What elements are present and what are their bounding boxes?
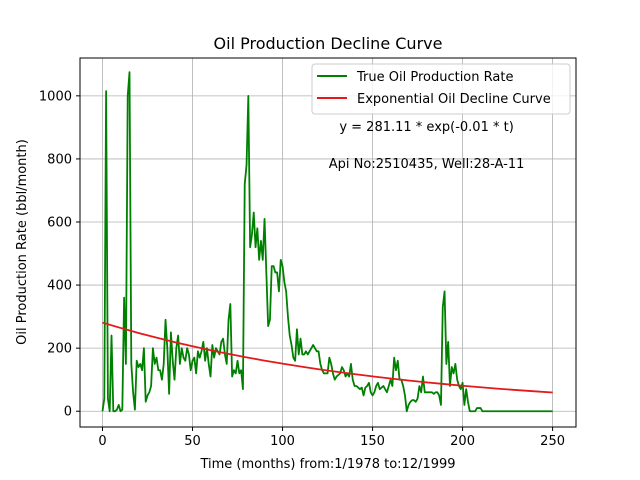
equation-annotation: y = 281.11 * exp(-0.01 * t) <box>339 120 513 135</box>
x-tick-label: 100 <box>270 434 295 449</box>
y-tick-label: 0 <box>64 405 72 420</box>
series-layer <box>101 71 553 413</box>
x-tick-label: 50 <box>184 434 201 449</box>
true-oil-production-rate-line <box>101 71 553 413</box>
legend-label-exp-curve: Exponential Oil Decline Curve <box>357 92 551 107</box>
x-tick-label: 0 <box>98 434 106 449</box>
legend-box <box>311 63 571 115</box>
legend-label-true-rate: True Oil Production Rate <box>356 70 513 85</box>
y-tick-label: 800 <box>47 152 72 167</box>
x-tick-label: 250 <box>540 434 565 449</box>
x-axis-label: Time (months) from:1/1978 to:12/1999 <box>199 457 455 472</box>
plot-frame <box>79 57 577 428</box>
y-axis-label: Oil Production Rate (bbl/month) <box>15 139 30 345</box>
axis-ticks: 0 50 100 150 200 250 0 200 400 600 800 1000 <box>39 89 565 449</box>
x-tick-label: 150 <box>360 434 385 449</box>
y-tick-label: 1000 <box>39 89 72 104</box>
chart-title: Oil Production Decline Curve <box>214 34 443 53</box>
x-tick-label: 200 <box>450 434 475 449</box>
y-tick-label: 400 <box>47 279 72 294</box>
well-info-annotation: Api No:2510435, Well:28-A-11 <box>329 157 525 172</box>
y-tick-label: 200 <box>47 342 72 357</box>
grid <box>80 58 576 427</box>
y-tick-label: 600 <box>47 216 72 231</box>
legend: True Oil Production Rate Exponential Oil… <box>311 63 571 115</box>
annotations: y = 281.11 * exp(-0.01 * t) Api No:251043… <box>329 120 525 172</box>
exponential-decline-curve-line <box>102 321 553 394</box>
